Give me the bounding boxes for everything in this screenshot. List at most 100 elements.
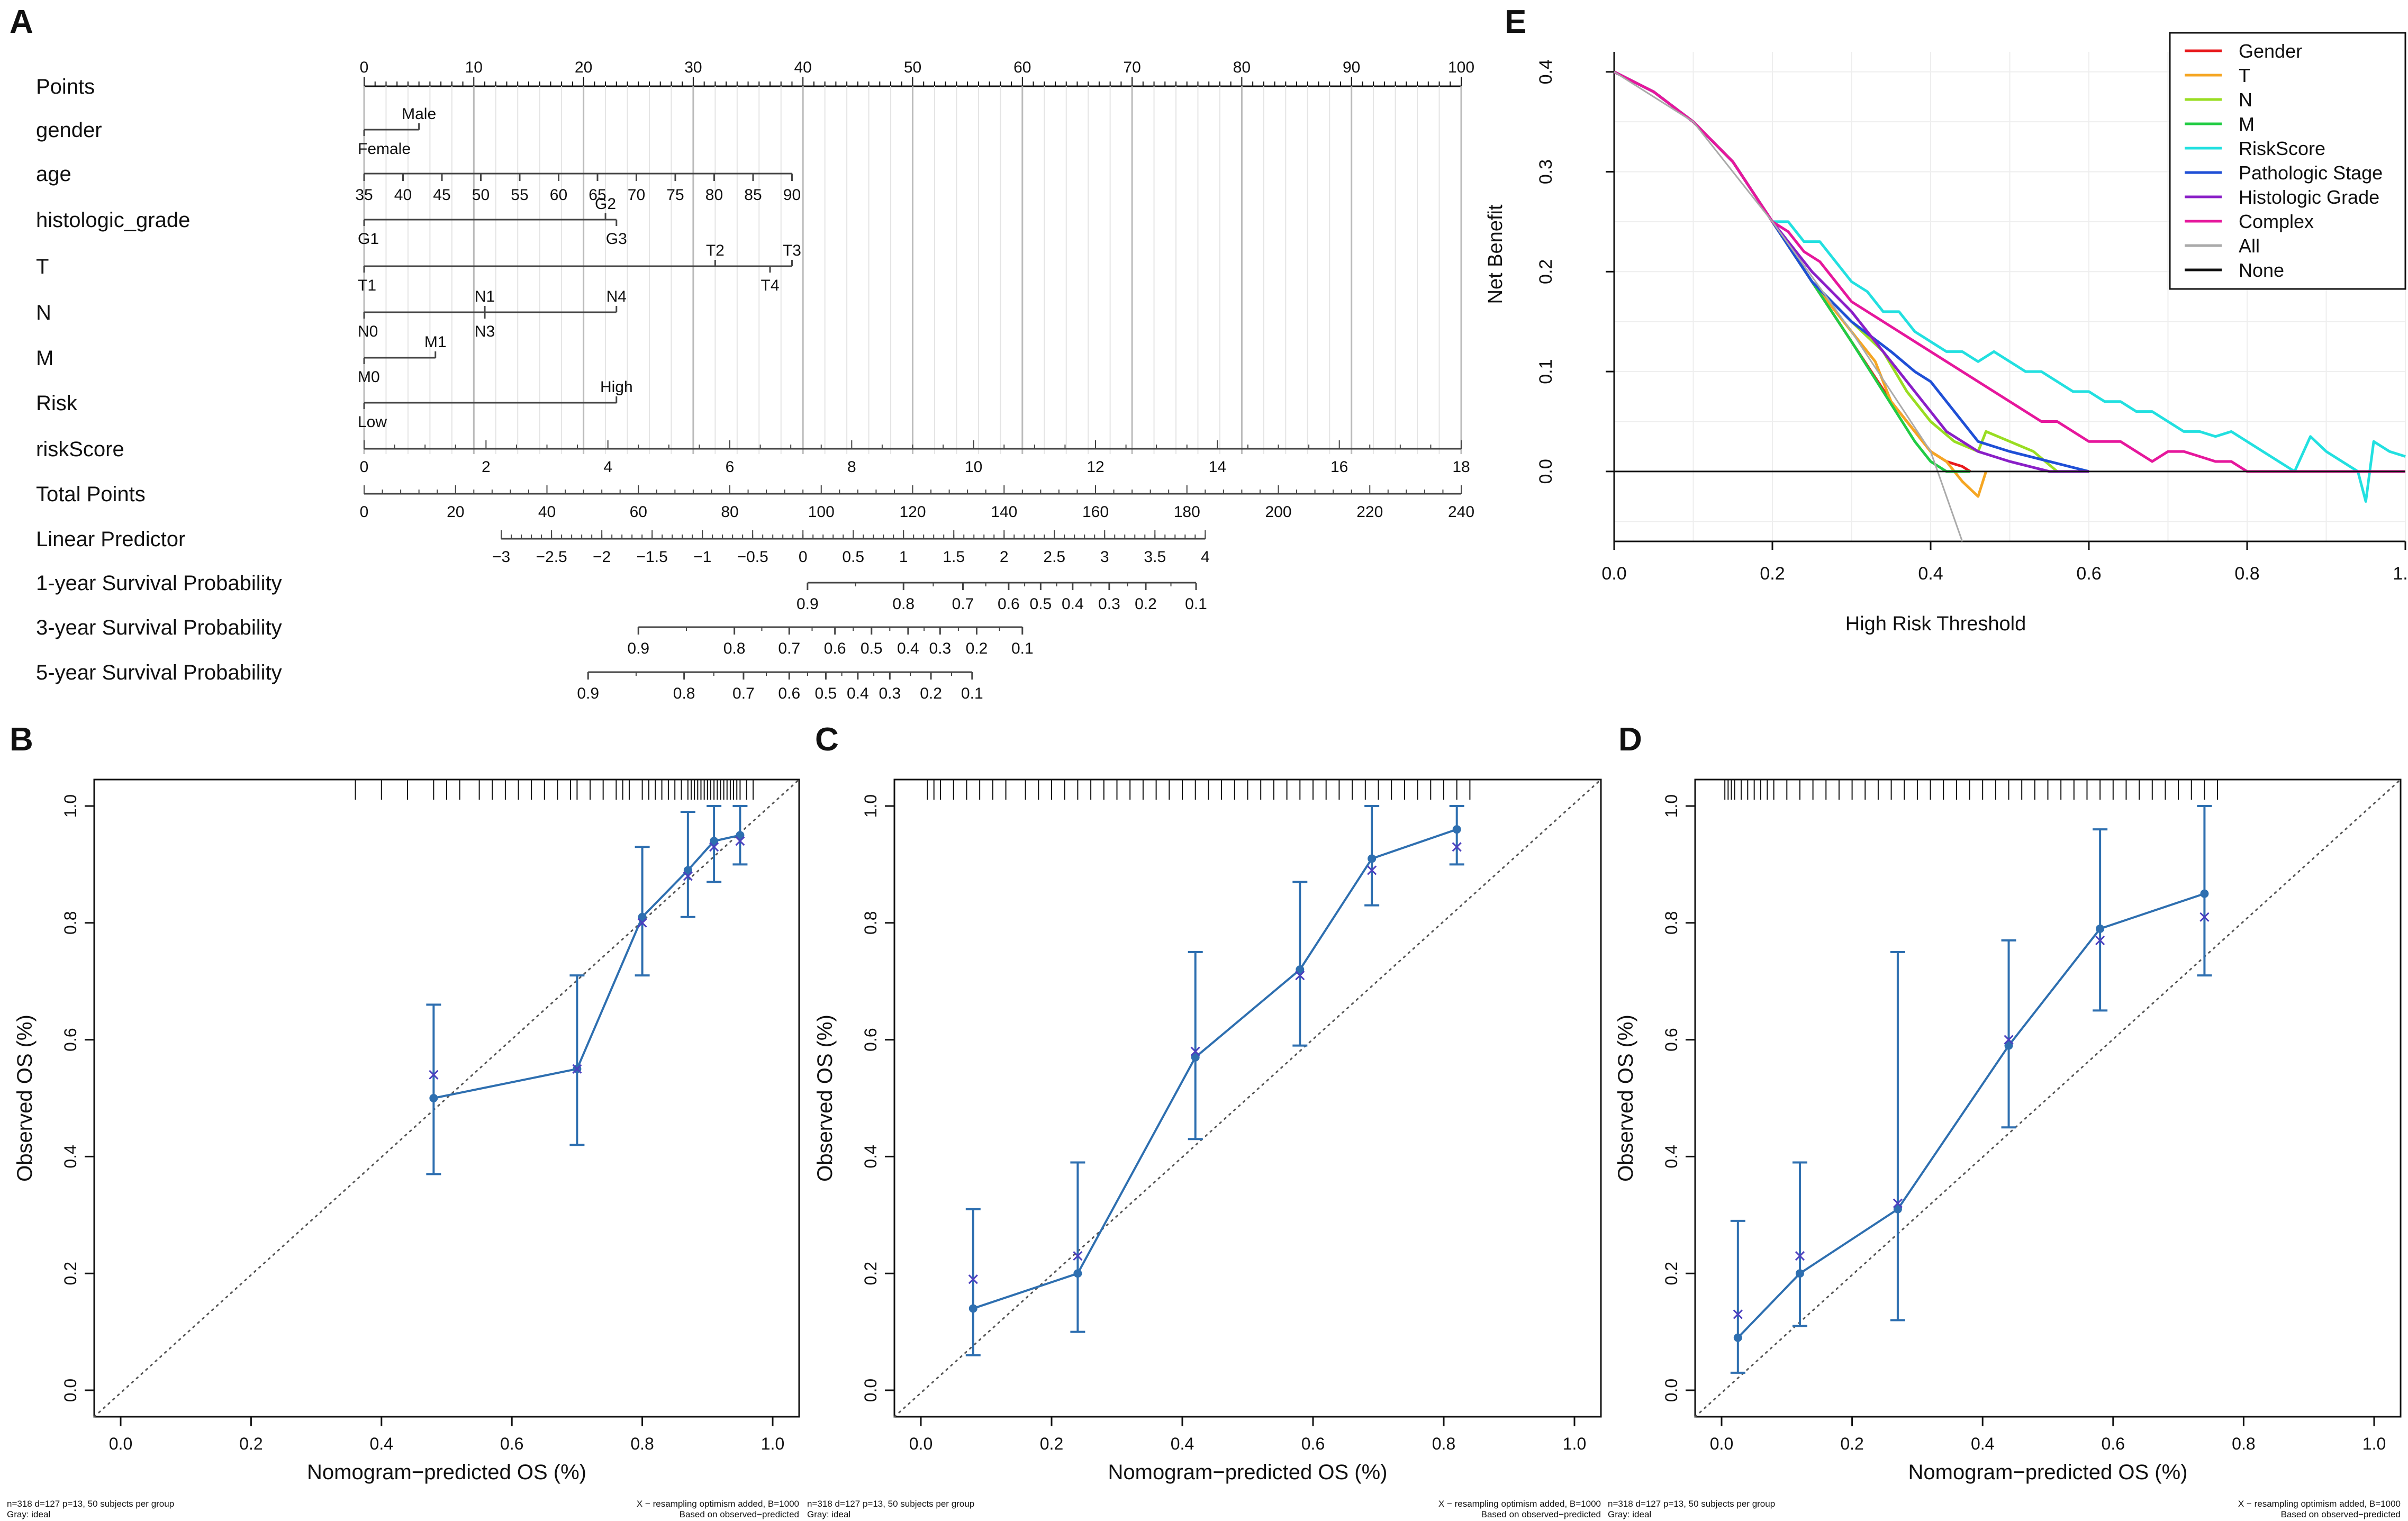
y-tick-label: 0.0 <box>861 1379 880 1402</box>
nomogram-panel-a: A Points gender age histologic_grade TNM Risk r… <box>10 4 1474 702</box>
x-tick-label: 0.6 <box>2102 1434 2125 1453</box>
calibration-point <box>1893 1205 1902 1214</box>
footnote-right: X − resampling optimism added, B=1000 <box>2238 1499 2401 1509</box>
panel-label-c: C <box>815 721 839 758</box>
age-tick-label: 60 <box>550 186 567 204</box>
linear-predictor-tick-label: −2.5 <box>536 548 567 566</box>
corrected-marker <box>2095 935 2105 945</box>
x-tick-label: 0.8 <box>630 1434 654 1453</box>
survival_1yr-tick-label: 0.6 <box>998 595 1020 613</box>
calibration-point <box>1733 1333 1742 1342</box>
y-axis-title: Observed OS (%) <box>1614 1015 1637 1182</box>
row-label: histologic_grade <box>36 209 190 232</box>
riskscore-tick-label: 0 <box>360 458 369 476</box>
y-tick-label: 0.8 <box>1662 911 1681 935</box>
panel-label-e: E <box>1505 4 1526 40</box>
survival_3yr-tick-label: 0.3 <box>929 640 951 657</box>
riskscore-tick-label: 18 <box>1452 458 1470 476</box>
age-tick-label: 55 <box>511 186 528 204</box>
total-points-tick-label: 180 <box>1174 503 1200 521</box>
N-level-label: N3 <box>475 323 495 340</box>
x-tick-label: 0.8 <box>2232 1434 2255 1453</box>
corrected-marker <box>1295 971 1305 981</box>
survival_5yr-tick-label: 0.1 <box>961 685 983 702</box>
corrected-marker <box>572 1064 582 1074</box>
riskscore-tick-label: 8 <box>847 458 856 476</box>
linear-predictor-tick-label: 2 <box>1000 548 1009 566</box>
footnote-left: n=318 d=127 p=13, 50 subjects per group <box>1608 1499 1775 1509</box>
y-tick-label: 0.4 <box>61 1145 80 1168</box>
footnote-right: X − resampling optimism added, B=1000 <box>637 1499 799 1509</box>
x-axis-title: Nomogram−predicted OS (%) <box>307 1461 586 1484</box>
T-level-label: T2 <box>706 242 725 259</box>
linear-predictor-tick-label: −0.5 <box>737 548 768 566</box>
corrected-marker <box>1452 842 1462 852</box>
panel-label-a: A <box>10 4 33 40</box>
y-tick-label: 0.0 <box>1662 1379 1681 1402</box>
corrected-marker <box>637 918 647 928</box>
x-tick-label: 1.0 <box>1563 1434 1586 1453</box>
age-tick-label: 85 <box>744 186 762 204</box>
y-axis-title: Observed OS (%) <box>13 1015 37 1182</box>
y-tick-label: 0.4 <box>1662 1145 1681 1168</box>
footnote-left: n=318 d=127 p=13, 50 subjects per group <box>7 1499 174 1509</box>
survival_1yr-tick-label: 0.2 <box>1135 595 1157 613</box>
x-tick-label: 0.8 <box>2234 564 2259 584</box>
legend-label: T <box>2239 65 2250 86</box>
x-tick-label: 0.2 <box>1840 1434 1863 1453</box>
footnote-left: Gray: ideal <box>807 1509 850 1519</box>
Risk-level-label: Low <box>358 413 387 431</box>
legend-label: RiskScore <box>2239 138 2325 159</box>
total-points-tick-label: 40 <box>538 503 556 521</box>
total-points-tick-label: 140 <box>991 503 1017 521</box>
survival_5yr-tick-label: 0.2 <box>920 685 942 702</box>
ideal-line <box>1694 778 2402 1418</box>
histologic_grade-level-label: G3 <box>606 230 627 248</box>
corrected-marker <box>1733 1309 1743 1319</box>
row-label: N <box>36 301 51 324</box>
age-tick-label: 65 <box>589 186 606 204</box>
calibration-point <box>968 1304 977 1313</box>
survival_1yr-tick-label: 0.5 <box>1029 595 1052 613</box>
points-tick-label: 50 <box>904 59 921 76</box>
x-tick-label: 1.0 <box>761 1434 784 1453</box>
calibration-point <box>2004 1041 2013 1050</box>
calibration-point <box>1073 1269 1082 1278</box>
T-level-label: T1 <box>358 277 376 294</box>
calibration-panel-b: B 0.0 0.0 0.2 0.2 0.4 0.4 0.6 0.6 0.8 0.8 1.0 1.0 Nom… <box>7 721 800 1519</box>
calibration-point <box>683 866 692 875</box>
y-tick-label: 0.2 <box>861 1262 880 1285</box>
x-tick-label: 0.6 <box>500 1434 523 1453</box>
M-level-label: M0 <box>358 368 380 386</box>
total-points-tick-label: 200 <box>1265 503 1291 521</box>
corrected-marker <box>2199 912 2210 922</box>
legend-label: Complex <box>2239 211 2314 232</box>
riskscore-tick-label: 10 <box>965 458 982 476</box>
survival_1yr-tick-label: 0.1 <box>1185 595 1207 613</box>
linear-predictor-tick-label: −1.5 <box>637 548 668 566</box>
y-tick-label: 0.8 <box>861 911 880 935</box>
series-complex-line <box>1613 70 2405 473</box>
calibration-point <box>638 912 647 921</box>
legend-box <box>2169 32 2406 290</box>
survival_5yr-tick-label: 0.3 <box>879 685 901 702</box>
survival_3yr-tick-label: 0.6 <box>824 640 846 657</box>
footnote-right: Based on observed−predicted <box>680 1509 799 1519</box>
age-tick-label: 35 <box>355 186 373 204</box>
x-tick-label: 1.0 <box>2362 1434 2386 1453</box>
age-tick-label: 70 <box>628 186 645 204</box>
legend-label: Gender <box>2239 40 2302 62</box>
age-tick-label: 80 <box>705 186 723 204</box>
x-tick-label: 0.4 <box>1171 1434 1194 1453</box>
points-tick-label: 20 <box>575 59 592 76</box>
row-label: Linear Predictor <box>36 528 185 551</box>
T-level-label: T3 <box>783 242 801 259</box>
calibration-point <box>2096 924 2105 933</box>
total-points-tick-label: 240 <box>1448 503 1474 521</box>
footnote-right: Based on observed−predicted <box>1481 1509 1601 1519</box>
y-tick-label: 0.6 <box>1662 1028 1681 1051</box>
footnote-left: Gray: ideal <box>1608 1509 1651 1519</box>
survival_5yr-tick-label: 0.7 <box>732 685 755 702</box>
total-points-tick-label: 100 <box>808 503 835 521</box>
legend-label: Histologic Grade <box>2239 186 2379 208</box>
